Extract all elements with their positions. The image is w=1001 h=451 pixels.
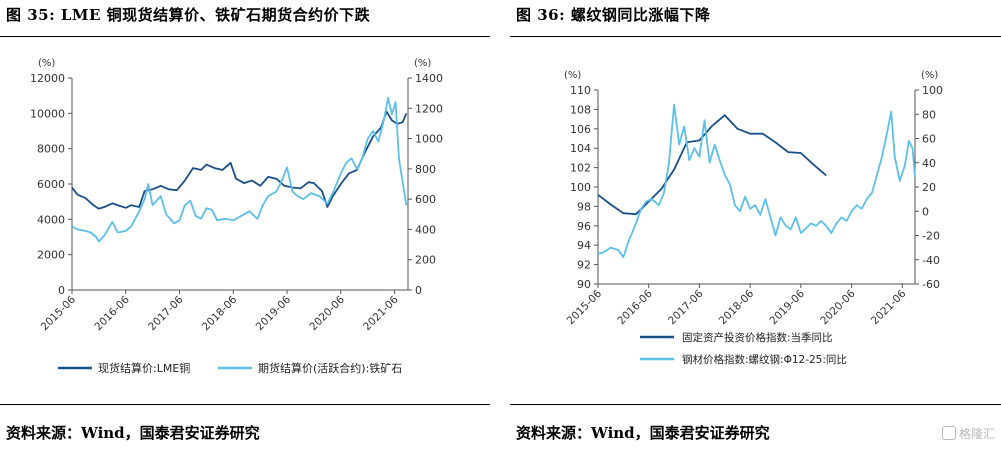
series-line-secondary — [71, 96, 408, 243]
right-axis-tick-label: 800 — [415, 163, 436, 176]
left-axis-tick-label: 90 — [577, 278, 591, 291]
x-axis-tick-label: 2020-06 — [307, 293, 347, 333]
right-axis-tick-label: 100 — [922, 84, 943, 97]
figure-35-bottom-rule — [0, 404, 490, 405]
right-axis-tick-label: 200 — [415, 254, 436, 267]
figure-35-chart: (%) (%) 0 2000 4000 6000 8000 10000 12000 0 200 400… — [30, 58, 443, 375]
legend-label: 固定资产投资价格指数:当季同比 — [682, 331, 833, 344]
figure-36-title: 图 36: 螺纹钢同比涨幅下降 — [516, 6, 711, 24]
right-axis-tick-label: 60 — [922, 133, 936, 146]
left-axis-tick-label: 6000 — [37, 178, 65, 191]
x-axis-tick-label: 2017-06 — [666, 287, 706, 327]
left-axis-tick-label: 0 — [58, 284, 65, 297]
figure-36-bottom-rule — [510, 404, 1001, 405]
left-axis-tick-label: 96 — [577, 220, 591, 233]
left-axis-tick-label: 98 — [577, 200, 591, 213]
figure-36-top-rule — [510, 36, 1001, 37]
figure-36-panel: 图 36: 螺纹钢同比涨幅下降 (%) (%) 90 92 94 96 98 100 102 10… — [510, 0, 1001, 451]
x-axis-tick-label: 2015-06 — [39, 293, 79, 333]
x-axis-tick-label: 2015-06 — [565, 287, 605, 327]
series-line-secondary — [597, 103, 916, 259]
series-line-primary — [597, 114, 827, 216]
left-axis-tick-label: 106 — [570, 123, 591, 136]
x-axis-tick-label: 2016-06 — [92, 293, 132, 333]
right-axis-unit: (%) — [921, 70, 938, 81]
right-axis-tick-label: -40 — [922, 254, 940, 267]
x-axis-tick-label: 2018-06 — [717, 287, 757, 327]
right-axis-tick-label: 80 — [922, 108, 936, 121]
left-axis-tick-label: 94 — [577, 239, 591, 252]
left-axis-tick-label: 4000 — [37, 213, 65, 226]
series-line-primary — [71, 110, 408, 210]
left-axis-tick-label: 102 — [570, 162, 591, 175]
left-axis-tick-label: 10000 — [30, 107, 65, 120]
x-axis-tick-label: 2019-06 — [767, 287, 807, 327]
legend-label: 现货结算价:LME铜 — [98, 361, 190, 375]
right-axis-tick-label: -20 — [922, 230, 940, 243]
x-axis-tick-label: 2018-06 — [200, 293, 240, 333]
figure-36-chart: (%) (%) 90 92 94 96 98 100 102 104 106 108 110 -60 -40… — [564, 70, 943, 366]
left-axis-tick-label: 108 — [570, 103, 591, 116]
left-axis-tick-label: 12000 — [30, 72, 65, 85]
right-axis-tick-label: 400 — [415, 223, 436, 236]
legend-label: 钢材价格指数:螺纹钢:Φ12-25:同比 — [682, 353, 847, 366]
x-axis-tick-label: 2020-06 — [818, 287, 858, 327]
left-axis-tick-label: 92 — [577, 259, 591, 272]
left-axis-unit: (%) — [38, 58, 55, 69]
x-axis-tick-label: 2016-06 — [615, 287, 655, 327]
right-axis-tick-label: 1400 — [415, 72, 443, 85]
right-axis-tick-label: 0 — [415, 284, 422, 297]
x-axis-tick-label: 2017-06 — [146, 293, 186, 333]
right-axis-tick-label: -60 — [922, 278, 940, 291]
watermark: 格隆汇 — [941, 425, 995, 442]
left-axis-tick-label: 8000 — [37, 143, 65, 156]
right-axis-tick-label: 40 — [922, 157, 936, 170]
right-axis-tick-label: 600 — [415, 193, 436, 206]
watermark-text: 格隆汇 — [958, 427, 995, 441]
x-axis-tick-label: 2021-06 — [361, 293, 401, 333]
x-axis-tick-label: 2021-06 — [869, 287, 909, 327]
left-axis-tick-label: 104 — [570, 142, 591, 155]
figure-35-top-rule — [0, 36, 490, 37]
figure-36-source: 资料来源：Wind，国泰君安证券研究 — [516, 424, 770, 442]
left-axis-tick-label: 2000 — [37, 249, 65, 262]
figure-35-title: 图 35: LME 铜现货结算价、铁矿石期货合约价下跌 — [6, 6, 371, 24]
legend-label: 期货结算价(活跃合约):铁矿石 — [258, 361, 402, 375]
left-axis-tick-label: 100 — [570, 181, 591, 194]
figure-35-source: 资料来源：Wind，国泰君安证券研究 — [6, 424, 260, 442]
right-axis-unit: (%) — [414, 58, 431, 69]
x-axis-tick-label: 2019-06 — [254, 293, 294, 333]
figure-35-panel: 图 35: LME 铜现货结算价、铁矿石期货合约价下跌 (%) (%) 0 2000 4… — [0, 0, 490, 451]
right-axis-tick-label: 1200 — [415, 102, 443, 115]
right-axis-tick-label: 0 — [922, 205, 929, 218]
left-axis-unit: (%) — [564, 70, 581, 81]
right-axis-tick-label: 1000 — [415, 133, 443, 146]
watermark-logo-icon — [941, 426, 956, 440]
right-axis-tick-label: 20 — [922, 181, 936, 194]
left-axis-tick-label: 110 — [570, 84, 591, 97]
